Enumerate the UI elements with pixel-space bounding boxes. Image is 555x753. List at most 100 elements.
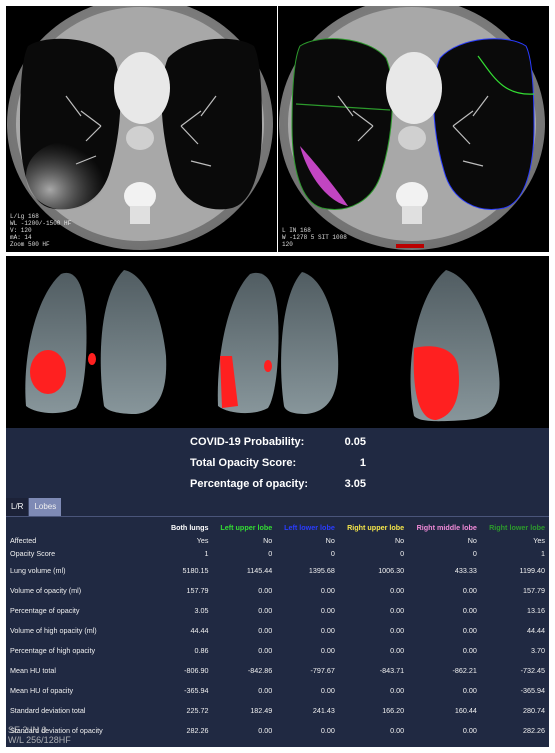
table-row: Percentage of high opacity 0.86 0.00 0.00 0.…: [6, 640, 549, 660]
row-label: Affected: [10, 536, 37, 545]
table-cell: 0.00: [390, 605, 405, 615]
row-label: Mean HU total: [10, 665, 56, 675]
table-cell: 0.00: [390, 645, 405, 655]
column-header-right-upper-lobe: Right upper lobe: [347, 522, 405, 532]
row-label: Standard deviation total: [10, 705, 86, 715]
table-cell: 433.33: [454, 565, 477, 575]
ct-image-row: L/Lg 168 WL -1200/-1500 HF V: 120 mA: 14…: [6, 6, 549, 252]
table-cell: 0.00: [462, 685, 477, 695]
table-cell: 0.00: [320, 725, 335, 735]
column-header-right-middle-lobe: Right middle lobe: [416, 522, 477, 532]
table-cell: 0.00: [258, 645, 273, 655]
table-cell: -842.86: [247, 665, 273, 675]
table-cell: 157.79: [186, 585, 209, 595]
lung-3d-renderings: [25, 270, 500, 422]
table-cell: -843.71: [379, 665, 405, 675]
table-cell: 0: [400, 549, 405, 558]
lung-render-lateral[interactable]: [410, 270, 500, 422]
overlay-line: L/Lg 168: [10, 213, 39, 220]
column-header-both-lungs: Both lungs: [170, 522, 209, 532]
summary-label: Percentage of opacity:: [190, 478, 308, 490]
table-cell: 282.26: [186, 725, 209, 735]
table-cell: 0.00: [390, 625, 405, 635]
ct-slice-segmented[interactable]: L IN 168 W -1278 5 SIT 1008 120: [278, 6, 549, 252]
summary-label: Total Opacity Score:: [190, 457, 297, 469]
lobe-metrics-table: Both lungs Left upper lobe Left lower lo…: [6, 520, 549, 740]
ct-slice-original[interactable]: L/Lg 168 WL -1200/-1500 HF V: 120 mA: 14…: [6, 6, 277, 252]
table-cell: No: [467, 536, 477, 545]
table-cell: Yes: [533, 536, 545, 545]
table-cell: 225.72: [186, 705, 209, 715]
table-cell: 1: [204, 549, 209, 558]
row-label: Percentage of opacity: [10, 605, 80, 615]
table-cell: 166.20: [382, 705, 405, 715]
table-cell: -365.94: [184, 685, 209, 695]
table-cell: 0.00: [462, 605, 477, 615]
column-header-left-lower-lobe: Left lower lobe: [284, 522, 335, 532]
table-cell: 241.43: [312, 705, 335, 715]
table-row: Standard deviation of opacity 282.26 0.00 0…: [6, 720, 549, 740]
table-cell: 0.00: [462, 585, 477, 595]
table-cell: 3.70: [531, 645, 545, 655]
table-cell: 157.79: [523, 585, 545, 595]
row-label: Standard deviation of opacity: [10, 725, 103, 735]
overlay-line: WL -1200/-1500 HF: [10, 220, 72, 227]
table-cell: -806.90: [184, 665, 209, 675]
table-cell: -365.94: [520, 685, 545, 695]
overlay-line: Zoom 500 HF: [10, 241, 50, 248]
table-cell: 0.00: [258, 605, 273, 615]
table-cell: 5180.15: [182, 565, 209, 575]
table-cell: No: [394, 536, 405, 545]
table-row: Opacity Score 1 0 0 0 0 1: [6, 547, 549, 560]
ct-redmark: [396, 244, 424, 248]
table-cell: 280.74: [523, 705, 545, 715]
table-cell: 0: [472, 549, 477, 558]
table-cell: 182.49: [250, 705, 273, 715]
lung-3d-render-row: [6, 256, 549, 428]
tab-lobes[interactable]: Lobes: [29, 498, 62, 516]
table-cell: 0.00: [390, 585, 405, 595]
status-window-level: W/L 256/128HF: [8, 735, 71, 745]
summary-value: 0.05: [344, 436, 366, 448]
table-cell: 44.44: [190, 625, 209, 635]
table-cell: 0.00: [390, 725, 405, 735]
table-row: Mean HU total -806.90 -842.86 -797.67 -843.7…: [6, 660, 549, 680]
ct-left-overlay: L/Lg 168 WL -1200/-1500 HF V: 120 mA: 14…: [10, 213, 71, 248]
table-cell: 0.00: [258, 625, 273, 635]
table-row: Affected Yes No No No No Yes: [6, 534, 549, 547]
column-header-left-upper-lobe: Left upper lobe: [220, 522, 273, 532]
lung-render-front[interactable]: [25, 270, 167, 414]
table-cell: 0: [330, 549, 335, 558]
table-cell: No: [325, 536, 335, 545]
overlay-line: L IN 168: [282, 227, 311, 234]
table-cell: 0.00: [258, 725, 273, 735]
table-row: Lung volume (ml) 5180.15 1145.44 1395.68 100…: [6, 560, 549, 580]
row-label: Volume of high opacity (ml): [10, 625, 97, 635]
tab-lr[interactable]: L/R: [6, 498, 30, 516]
table-cell: 0.00: [320, 645, 335, 655]
overlay-line: 120: [282, 241, 293, 248]
summary-value: 3.05: [344, 478, 366, 490]
table-cell: 0.86: [194, 645, 209, 655]
table-cell: 1199.40: [519, 565, 545, 575]
table-cell: 0.00: [462, 725, 477, 735]
table-cell: 0.00: [320, 625, 335, 635]
lung-render-back[interactable]: [217, 272, 339, 414]
overlay-line: W -1278 5 SIT 1008: [282, 234, 347, 241]
table-cell: 44.44: [527, 625, 545, 635]
table-cell: 160.44: [454, 705, 477, 715]
table-cell: 0: [268, 549, 273, 558]
table-cell: 1: [541, 549, 545, 558]
table-cell: Yes: [196, 536, 209, 545]
table-cell: -862.21: [452, 665, 477, 675]
table-row: Volume of high opacity (ml) 44.44 0.00 0.00…: [6, 620, 549, 640]
row-label: Percentage of high opacity: [10, 645, 96, 655]
status-series: SE 2 IN 0: [8, 725, 47, 735]
table-cell: 13.16: [527, 605, 545, 615]
view-tabs: L/R Lobes: [6, 498, 62, 516]
table-cell: 0.00: [390, 685, 405, 695]
table-cell: 0.00: [462, 625, 477, 635]
table-row: Standard deviation total 225.72 182.49 241.…: [6, 700, 549, 720]
column-header-right-lower-lobe: Right lower lobe: [489, 522, 545, 532]
ct-slice-original-image: [7, 6, 273, 250]
